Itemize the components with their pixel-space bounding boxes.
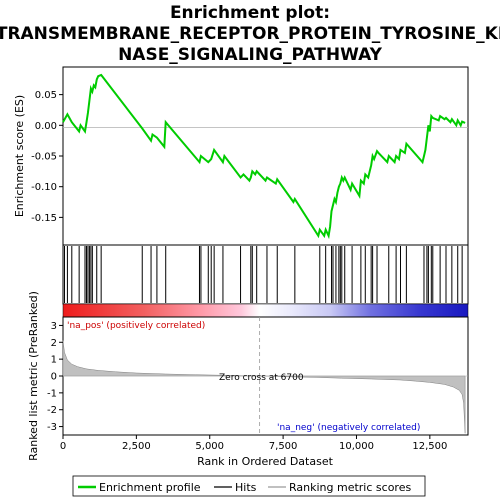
metric-y-tick-label: 0 [51, 372, 57, 383]
es-y-tick-label: -0.15 [31, 213, 57, 224]
metric-y-tick-label: -3 [47, 422, 57, 433]
es-y-tick-label: -0.05 [31, 152, 57, 163]
legend-metric-label: Ranking metric scores [289, 481, 411, 494]
es-y-tick-label: 0.05 [35, 90, 57, 101]
negative-correlation-label: 'na_neg' (negatively correlated) [277, 423, 420, 433]
metric-y-axis-label: Ranked list metric (PreRanked) [27, 291, 40, 461]
hits-panel [62, 244, 469, 305]
legend-hits-label: Hits [235, 481, 257, 494]
title-line-2: TRANSMEMBRANE_RECEPTOR_PROTEIN_TYROSINE_… [0, 24, 500, 44]
legend-box [72, 475, 426, 497]
metric-y-tick-label: 2 [51, 338, 57, 349]
es-y-tick-label: -0.10 [31, 182, 57, 193]
zero-cross-label: Zero cross at 6700 [219, 373, 304, 383]
x-tick-label: 7,500 [269, 441, 298, 452]
x-ticks: 0 2,500 5,000 7,500 10,000 12,500 [60, 435, 447, 452]
es-y-tick-label: 0.00 [35, 121, 57, 132]
metric-y-tick-label: 3 [51, 321, 57, 332]
es-panel [62, 66, 469, 246]
es-y-ticks: 0.05 0.00 -0.05 -0.10 -0.15 [31, 90, 63, 224]
metric-y-tick-label: -2 [47, 405, 57, 416]
es-y-axis-label: Enrichment score (ES) [13, 95, 26, 217]
x-tick-label: 0 [60, 441, 66, 452]
ranking-metric-area [62, 340, 466, 434]
enrichment-profile-line [62, 73, 466, 240]
legend-enrichment-label: Enrichment profile [99, 481, 201, 494]
x-tick-label: 2,500 [122, 441, 151, 452]
positive-correlation-label: 'na_pos' (positively correlated) [67, 321, 205, 331]
rank-color-bar [62, 303, 469, 318]
metric-y-tick-label: -1 [47, 388, 57, 399]
title-line-1: Enrichment plot: [170, 3, 330, 23]
hits-markers [63, 246, 463, 303]
x-axis-label: Rank in Ordered Dataset [197, 455, 334, 468]
title-line-3: NASE_SIGNALING_PATHWAY [118, 45, 383, 65]
metric-y-ticks: 3 2 1 0 -1 -2 -3 [47, 321, 63, 433]
metric-y-tick-label: 1 [51, 355, 57, 366]
x-tick-label: 5,000 [195, 441, 224, 452]
x-tick-label: 10,000 [339, 441, 374, 452]
x-tick-label: 12,500 [412, 441, 447, 452]
